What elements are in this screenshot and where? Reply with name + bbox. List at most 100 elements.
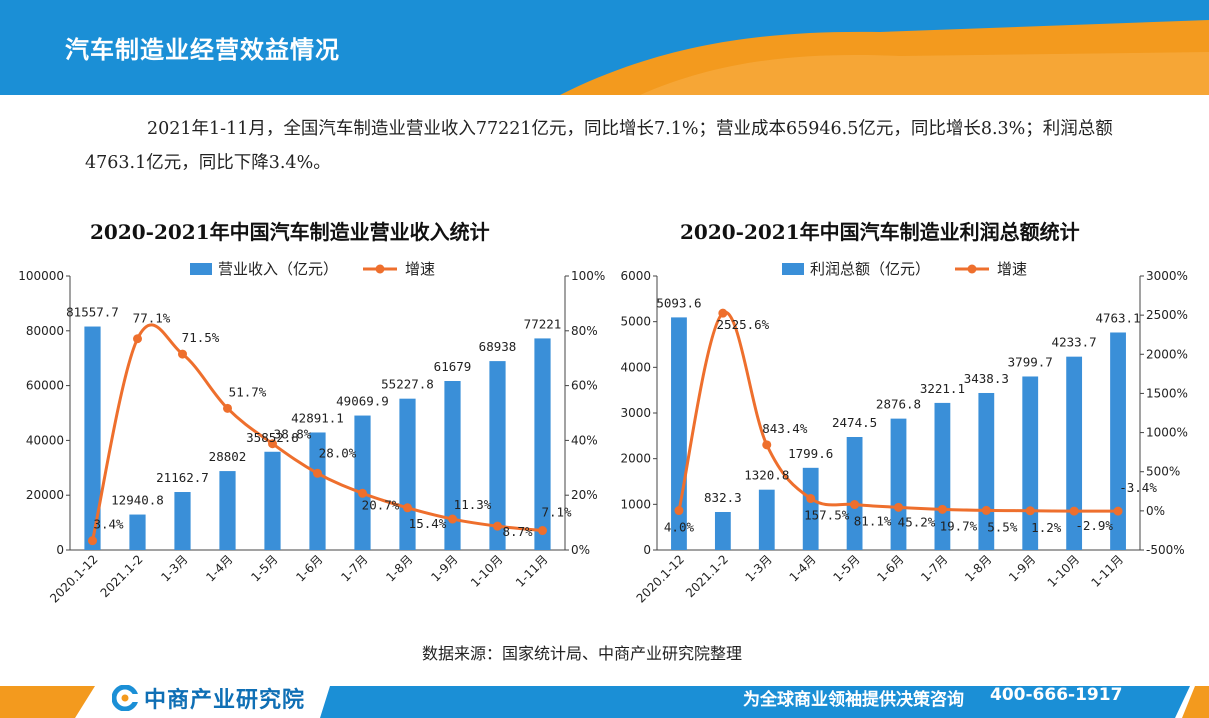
revenue-y-left-tick-label: 80000: [26, 324, 64, 338]
profit-bar-label: 3438.3: [964, 371, 1009, 386]
revenue-y-left-tick-label: 20000: [26, 488, 64, 502]
revenue-bar-label: 35852.8: [246, 430, 299, 445]
revenue-growth-label: 77.1%: [133, 311, 171, 326]
profit-y-left-tick-label: 2000: [620, 452, 651, 466]
revenue-bar: [264, 451, 281, 550]
revenue-bar: [309, 432, 326, 550]
revenue-growth-label: 7.1%: [541, 505, 572, 520]
revenue-growth-label: 15.4%: [409, 516, 447, 531]
revenue-growth-label: 20.7%: [362, 497, 400, 512]
chart-title-profit: 2020-2021年中国汽车制造业利润总额统计: [680, 220, 1080, 244]
revenue-bar-label: 81557.7: [66, 305, 119, 320]
profit-y-right-tick-label: 2000%: [1146, 347, 1188, 361]
footer-logo: 中商产业研究院: [112, 684, 306, 713]
profit-y-right-tick-label: 1500%: [1146, 386, 1188, 400]
profit-growth-point: [937, 504, 947, 514]
footer-phone: 400-666-1917: [990, 685, 1123, 705]
profit-growth-point: [850, 500, 860, 510]
revenue-bar: [534, 338, 551, 550]
profit-y-left-tick-label: 4000: [620, 360, 651, 374]
profit-bar: [1066, 356, 1083, 550]
revenue-growth-label: 51.7%: [229, 384, 267, 399]
profit-legend-line-marker: [967, 264, 977, 274]
profit-y-left-tick-label: 3000: [620, 406, 651, 420]
profit-bar-label: 1799.6: [788, 446, 833, 461]
profit-y-left-tick-label: 1000: [620, 497, 651, 511]
revenue-growth-point: [493, 521, 502, 531]
profit-legend-bar-label: 利润总额（亿元）: [810, 260, 930, 278]
revenue-y-right-tick-label: 0%: [571, 543, 590, 557]
page-title: 汽车制造业经营效益情况: [65, 36, 340, 64]
profit-y-right-tick-label: 500%: [1146, 465, 1180, 479]
revenue-growth-label: 8.7%: [502, 524, 533, 539]
profit-bar: [758, 489, 775, 550]
profit-y-right-tick-label: -500%: [1146, 543, 1185, 557]
revenue-bar-label: 55227.8: [381, 377, 434, 392]
profit-legend-line-label: 增速: [997, 260, 1027, 278]
profit-bar: [1022, 376, 1039, 550]
profit-x-tick-label: 2020.1-12: [634, 552, 687, 605]
profit-growth-point: [981, 505, 991, 515]
profit-y-right-tick-label: 2500%: [1146, 308, 1188, 322]
profit-y-left-tick-label: 6000: [620, 269, 651, 283]
profit-x-tick-label: 1-6月: [874, 552, 906, 584]
profit-bar: [934, 402, 951, 550]
profit-bar-label: 5093.6: [656, 295, 701, 310]
profit-x-tick-label: 1-8月: [962, 552, 994, 584]
chart-title-revenue: 2020-2021年中国汽车制造业营业收入统计: [90, 220, 490, 244]
revenue-bar: [489, 361, 506, 550]
profit-bar-label: 2876.8: [876, 397, 921, 412]
revenue-bar: [174, 492, 191, 550]
revenue-bar-label: 61679: [434, 359, 472, 374]
profit-growth-label: 2525.6%: [717, 317, 770, 332]
profit-x-tick-label: 2021.1-2: [683, 552, 731, 600]
profit-x-tick-label: 1-4月: [787, 552, 819, 584]
profit-x-tick-label: 1-11月: [1089, 552, 1127, 590]
profit-bar: [846, 436, 863, 550]
profit-bar-label: 3799.7: [1008, 354, 1053, 369]
revenue-y-left-tick-label: 100000: [18, 269, 64, 283]
revenue-growth-label: 71.5%: [182, 330, 220, 345]
profit-bar-label: 1320.8: [744, 468, 789, 483]
profit-bar-label: 4763.1: [1095, 310, 1140, 325]
revenue-bar-label: 68938: [479, 339, 517, 354]
revenue-growth-point: [133, 334, 142, 344]
revenue-growth-label: 38.8%: [274, 427, 312, 442]
profit-growth-point: [674, 506, 684, 516]
revenue-growth-label: 3.4%: [93, 517, 124, 532]
source-note: 数据来源：国家统计局、中商产业研究院整理: [422, 644, 743, 663]
revenue-bar-label: 21162.7: [156, 470, 209, 485]
profit-growth-label: 1.2%: [1031, 520, 1062, 535]
revenue-growth-point: [268, 439, 277, 449]
revenue-bar: [129, 514, 146, 550]
profit-growth-point: [718, 308, 728, 318]
profit-growth-label: 81.1%: [854, 514, 892, 529]
profit-growth-label: 4.0%: [664, 520, 695, 535]
logo-mark-icon: [112, 685, 138, 711]
profit-y-right-tick-label: 0%: [1146, 504, 1165, 518]
revenue-growth-point: [223, 403, 232, 413]
profit-growth-point: [762, 440, 772, 450]
revenue-legend-bar-label: 营业收入（亿元）: [218, 260, 338, 278]
profit-bar: [1110, 332, 1126, 550]
profit-growth-point: [1069, 506, 1079, 516]
revenue-growth-point: [448, 514, 457, 524]
profit-growth-label: 19.7%: [940, 518, 978, 533]
profit-x-tick-label: 1-10月: [1045, 552, 1083, 590]
revenue-growth-point: [178, 349, 187, 359]
revenue-growth-point: [358, 488, 367, 498]
revenue-bar: [219, 471, 236, 550]
profit-growth-label: -3.4%: [1119, 480, 1157, 495]
profit-x-tick-label: 1-5月: [830, 552, 862, 584]
revenue-legend-line-label: 增速: [405, 260, 435, 278]
footer-logo-text: 中商产业研究院: [144, 688, 306, 713]
profit-x-tick-label: 1-7月: [918, 552, 950, 584]
revenue-growth-point: [538, 526, 547, 536]
profit-growth-point: [806, 494, 816, 504]
revenue-growth-label: 11.3%: [454, 497, 492, 512]
profit-legend-bar-swatch: [782, 263, 804, 275]
profit-bar: [714, 511, 731, 550]
profit-bar-label: 2474.5: [832, 415, 877, 430]
